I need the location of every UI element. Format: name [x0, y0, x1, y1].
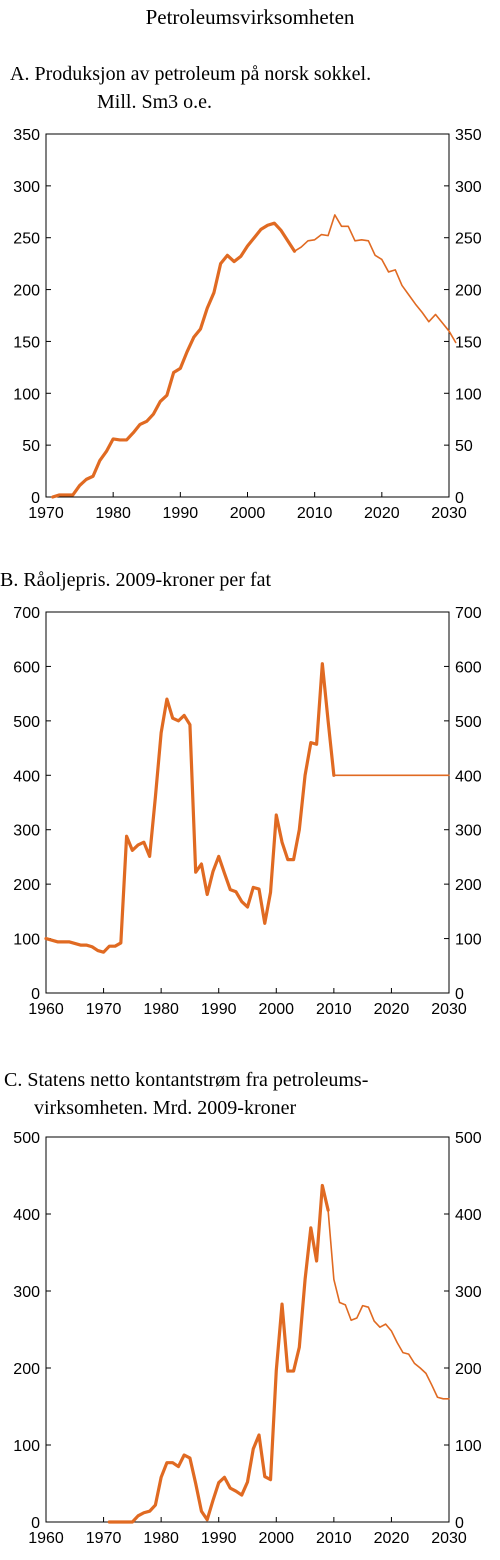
y-tick-label-right: 100	[455, 1438, 482, 1455]
x-tick-label: 2030	[431, 1530, 467, 1547]
y-tick-label-right: 200	[455, 1361, 482, 1378]
chart-title-line-1: C. Statens netto kontantstrøm fra petrol…	[4, 1069, 368, 1091]
chart-panel-b: B. Råoljepris. 2009-kroner per fat 0 0 100…	[0, 569, 482, 1018]
y-tick-label-left: 300	[13, 1284, 40, 1301]
y-tick-label-left: 150	[13, 334, 40, 351]
y-tick-label-left: 700	[13, 605, 40, 622]
y-tick-label-right: 400	[455, 1207, 482, 1224]
series-line-projection	[293, 214, 457, 344]
x-tick-label: 1970	[86, 1530, 122, 1547]
chart-panel-a: A. Produksjon av petroleum på norsk sokk…	[10, 63, 482, 522]
x-tick-label: 1970	[28, 505, 64, 522]
y-tick-label-left: 200	[13, 877, 40, 894]
x-tick-label: 2010	[316, 1530, 352, 1547]
y-tick-label-left: 600	[13, 659, 40, 676]
x-tick-label: 2020	[364, 505, 400, 522]
y-tick-label-left: 50	[22, 438, 40, 455]
x-tick-label: 2000	[230, 505, 266, 522]
chart-title-line-2: Mill. Sm3 o.e.	[97, 91, 212, 113]
x-tick-label: 2000	[258, 1530, 294, 1547]
y-tick-label-right: 0	[455, 986, 464, 1003]
chart-title-line-1: B. Råoljepris. 2009-kroner per fat	[0, 569, 271, 591]
x-tick-label: 1960	[28, 1001, 64, 1018]
y-tick-label-right: 100	[455, 386, 482, 403]
y-tick-label-right: 150	[455, 334, 482, 351]
x-tick-label: 1960	[28, 1530, 64, 1547]
y-tick-label-left: 400	[13, 768, 40, 785]
y-tick-label-right: 600	[455, 659, 482, 676]
y-tick-label-left: 500	[13, 1130, 40, 1147]
y-tick-label-left: 250	[13, 231, 40, 248]
x-tick-label: 2020	[374, 1530, 410, 1547]
y-tick-label-left: 200	[13, 1361, 40, 1378]
x-tick-label: 1980	[95, 505, 131, 522]
x-tick-label: 2000	[258, 1001, 294, 1018]
y-tick-label-right: 500	[455, 1130, 482, 1147]
series-line-historical	[51, 221, 297, 499]
x-tick-label: 1970	[86, 1001, 122, 1018]
plot-frame	[45, 1136, 450, 1523]
y-tick-label-right: 300	[455, 179, 482, 196]
y-tick-label-right: 400	[455, 768, 482, 785]
y-tick-label-left: 100	[13, 1438, 40, 1455]
y-tick-label-left: 400	[13, 1207, 40, 1224]
x-tick-label: 2030	[431, 1001, 467, 1018]
x-tick-label: 1980	[143, 1530, 179, 1547]
y-tick-label-left: 350	[13, 127, 40, 144]
x-tick-label: 1980	[143, 1001, 179, 1018]
x-tick-label: 1990	[163, 505, 199, 522]
plot-frame	[45, 611, 450, 994]
x-tick-label: 2020	[374, 1001, 410, 1018]
y-tick-label-right: 200	[455, 283, 482, 300]
y-tick-label-left: 0	[31, 986, 40, 1003]
x-tick-label: 1990	[201, 1530, 237, 1547]
chart-title-line-2: virksomheten. Mrd. 2009-kroner	[34, 1097, 297, 1119]
chart-title-line-1: A. Produksjon av petroleum på norsk sokk…	[10, 63, 371, 85]
y-tick-label-right: 250	[455, 231, 482, 248]
y-tick-label-right: 500	[455, 714, 482, 731]
y-tick-label-left: 0	[31, 490, 40, 507]
x-tick-label: 2030	[431, 505, 467, 522]
y-tick-label-left: 300	[13, 179, 40, 196]
series-line-historical	[44, 662, 336, 954]
y-tick-label-right: 200	[455, 877, 482, 894]
y-tick-label-right: 350	[455, 127, 482, 144]
x-tick-label: 2010	[297, 505, 333, 522]
y-tick-label-right: 300	[455, 1284, 482, 1301]
series-line-historical	[107, 1183, 330, 1524]
y-tick-label-right: 300	[455, 823, 482, 840]
y-tick-label-right: 100	[455, 932, 482, 949]
y-tick-label-left: 200	[13, 283, 40, 300]
y-tick-label-right: 700	[455, 605, 482, 622]
x-tick-label: 2010	[316, 1001, 352, 1018]
y-tick-label-left: 500	[13, 714, 40, 731]
y-tick-label-left: 300	[13, 823, 40, 840]
y-tick-label-left: 100	[13, 386, 40, 403]
x-tick-label: 1990	[201, 1001, 237, 1018]
y-tick-label-left: 100	[13, 932, 40, 949]
y-tick-label-left: 0	[31, 1515, 40, 1532]
y-tick-label-right: 0	[455, 1515, 464, 1532]
series-line-projection	[327, 1209, 450, 1400]
chart-panel-c: C. Statens netto kontantstrøm fra petrol…	[4, 1069, 482, 1547]
page-title: Petroleumsvirksomheten	[146, 5, 355, 29]
y-tick-label-right: 0	[455, 490, 464, 507]
plot-frame	[45, 133, 450, 498]
y-tick-label-right: 50	[455, 438, 473, 455]
